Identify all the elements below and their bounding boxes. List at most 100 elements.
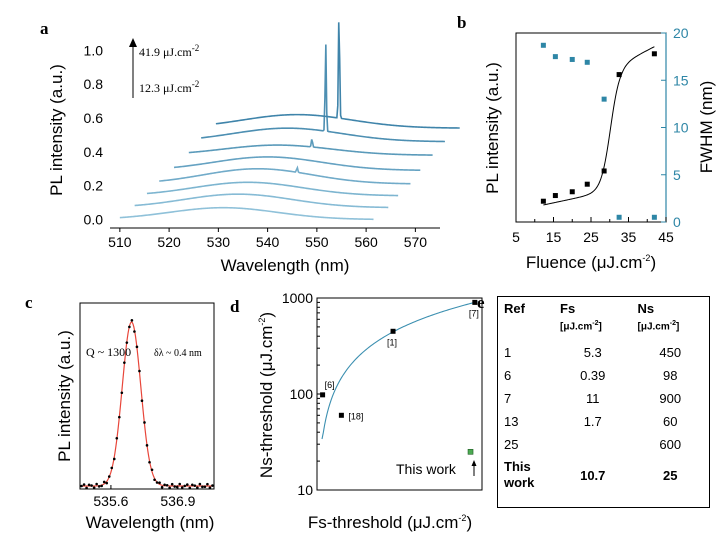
- data-point: [112, 457, 116, 461]
- data-point: [203, 485, 207, 489]
- spectrum-line-2: [134, 193, 389, 209]
- panel-a-y-label: PL intensity (a.u.): [47, 64, 66, 196]
- pl-intensity-point: [651, 51, 657, 57]
- pl-intensity-point: [540, 198, 546, 204]
- x-tick-label: 15: [546, 229, 562, 245]
- data-point: [80, 484, 83, 488]
- pl-intensity-point: [569, 189, 575, 195]
- data-point: [130, 319, 134, 322]
- fwhm-point: [651, 214, 657, 220]
- reference-point-label: [18]: [348, 411, 363, 421]
- x-tick-label: 550: [305, 234, 329, 250]
- table-row-this-work: This work 10.7 25: [498, 456, 709, 499]
- data-point: [82, 483, 86, 486]
- data-point: [198, 482, 202, 486]
- data-point: [92, 486, 96, 489]
- pl-intensity-fit-line: [543, 46, 655, 206]
- table-cell-fs: 10.7: [580, 468, 606, 483]
- table-row: 1 5.3 450: [498, 341, 709, 364]
- x-tick-label: 35: [621, 229, 637, 245]
- data-point: [102, 480, 106, 484]
- pl-intensity-point: [552, 193, 558, 199]
- spectrum-line-3: [146, 181, 399, 197]
- table-row: 25 600: [498, 433, 709, 456]
- panel-c-x-label: Wavelength (nm): [86, 513, 215, 532]
- x-tick-label: 535.6: [93, 493, 128, 509]
- pl-intensity-point: [584, 181, 590, 187]
- y-tick-label: 0.2: [84, 178, 104, 194]
- reference-point-label: [1]: [387, 337, 397, 347]
- y-tick-label: 100: [290, 386, 314, 402]
- panel-a-y-ticks: 0.0 0.2 0.4 0.6 0.8 1.0: [84, 42, 104, 227]
- panel-letter-d: d: [230, 297, 240, 316]
- data-point: [118, 415, 121, 419]
- y-tick-label: 1.0: [84, 42, 104, 58]
- table-cell-fs: [554, 433, 632, 456]
- x-tick-label: 5: [512, 229, 520, 245]
- table-cell-ref: 7: [504, 391, 512, 406]
- spectrum-line-6: [188, 139, 433, 156]
- table-cell-fs: 11: [586, 391, 600, 406]
- y-tick-label: 1000: [282, 290, 313, 306]
- panel-b-y-right-ticks: 0 5 10 15 20: [661, 25, 689, 230]
- data-point: [178, 482, 182, 486]
- data-point: [183, 484, 187, 488]
- panel-b-y-left-label: PL intensity (a.u.): [483, 62, 502, 194]
- reference-point: [320, 392, 326, 398]
- data-point: [107, 475, 111, 478]
- panel-c-y-label: PL intensity (a.u.): [55, 330, 74, 462]
- panel-d-threshold: 10 100 1000 [6] [18] [1] [7] This work Fs-thre…: [257, 290, 483, 532]
- panel-c-x-ticks: 535.6 536.9: [93, 485, 196, 509]
- x-tick-label: 510: [108, 234, 132, 250]
- data-point: [201, 485, 204, 489]
- x-tick-label: 540: [256, 234, 280, 250]
- panel-letter-e: e: [477, 293, 485, 312]
- this-work-label: This work: [396, 461, 457, 477]
- panel-letter-c: c: [25, 293, 33, 312]
- y-right-tick-label: 20: [673, 25, 689, 41]
- reference-point-label: [7]: [469, 308, 479, 318]
- table-cell-ref: 6: [504, 368, 512, 383]
- data-point: [133, 330, 136, 333]
- spectrum-line-7: [201, 44, 445, 143]
- y-right-tick-label: 5: [673, 167, 681, 183]
- panel-c-annotation-dl: δλ ~ 0.4 nm: [154, 348, 202, 359]
- data-point: [128, 325, 131, 329]
- data-point: [143, 421, 146, 424]
- spectrum-line-8: [215, 22, 460, 129]
- fwhm-point: [616, 214, 622, 220]
- fwhm-point: [540, 42, 546, 48]
- data-point: [145, 444, 149, 447]
- data-point: [188, 486, 192, 490]
- table-cell-ns: 450: [659, 345, 682, 360]
- panel-a-annotation-top: 41.9 μJ.cm-2: [139, 43, 199, 59]
- panel-c-marks: [80, 319, 214, 490]
- data-point: [95, 482, 98, 486]
- panel-a-spectra: 510 520 530 540 550 560 570 0.0 0.2 0.4 0.6 0.8 1.0…: [47, 22, 460, 275]
- table-header-row: Ref Fs [μJ.cm-2] Ns [μJ.cm-2]: [498, 297, 709, 341]
- y-right-tick-label: 10: [673, 120, 689, 136]
- data-point: [185, 483, 189, 486]
- data-point: [158, 481, 161, 484]
- panel-a-curves: [119, 22, 460, 221]
- panel-e-table: Ref Fs [μJ.cm-2] Ns [μJ.cm-2] 1 5.3 450 6 …: [497, 296, 710, 508]
- panel-b-x-label: Fluence (μJ.cm-2): [526, 253, 656, 272]
- panel-b-marks: [540, 42, 657, 220]
- table-header-ns: Ns [μJ.cm-2]: [637, 301, 680, 333]
- data-point: [163, 483, 166, 487]
- data-point: [173, 485, 176, 488]
- data-point: [85, 486, 88, 490]
- table-cell-ref: 13: [504, 414, 519, 429]
- y-right-tick-label: 0: [673, 214, 681, 230]
- x-tick-label: 45: [658, 229, 674, 245]
- data-point: [191, 483, 194, 487]
- data-point: [100, 484, 103, 488]
- x-tick-label: 560: [354, 234, 378, 250]
- panel-d-marks: [6] [18] [1] [7] This work: [320, 299, 479, 477]
- y-tick-label: 0.4: [84, 144, 104, 160]
- data-point: [180, 486, 184, 489]
- data-point: [120, 391, 124, 395]
- fwhm-point: [584, 59, 590, 65]
- data-point: [90, 484, 93, 487]
- spectrum-line-1: [119, 206, 374, 221]
